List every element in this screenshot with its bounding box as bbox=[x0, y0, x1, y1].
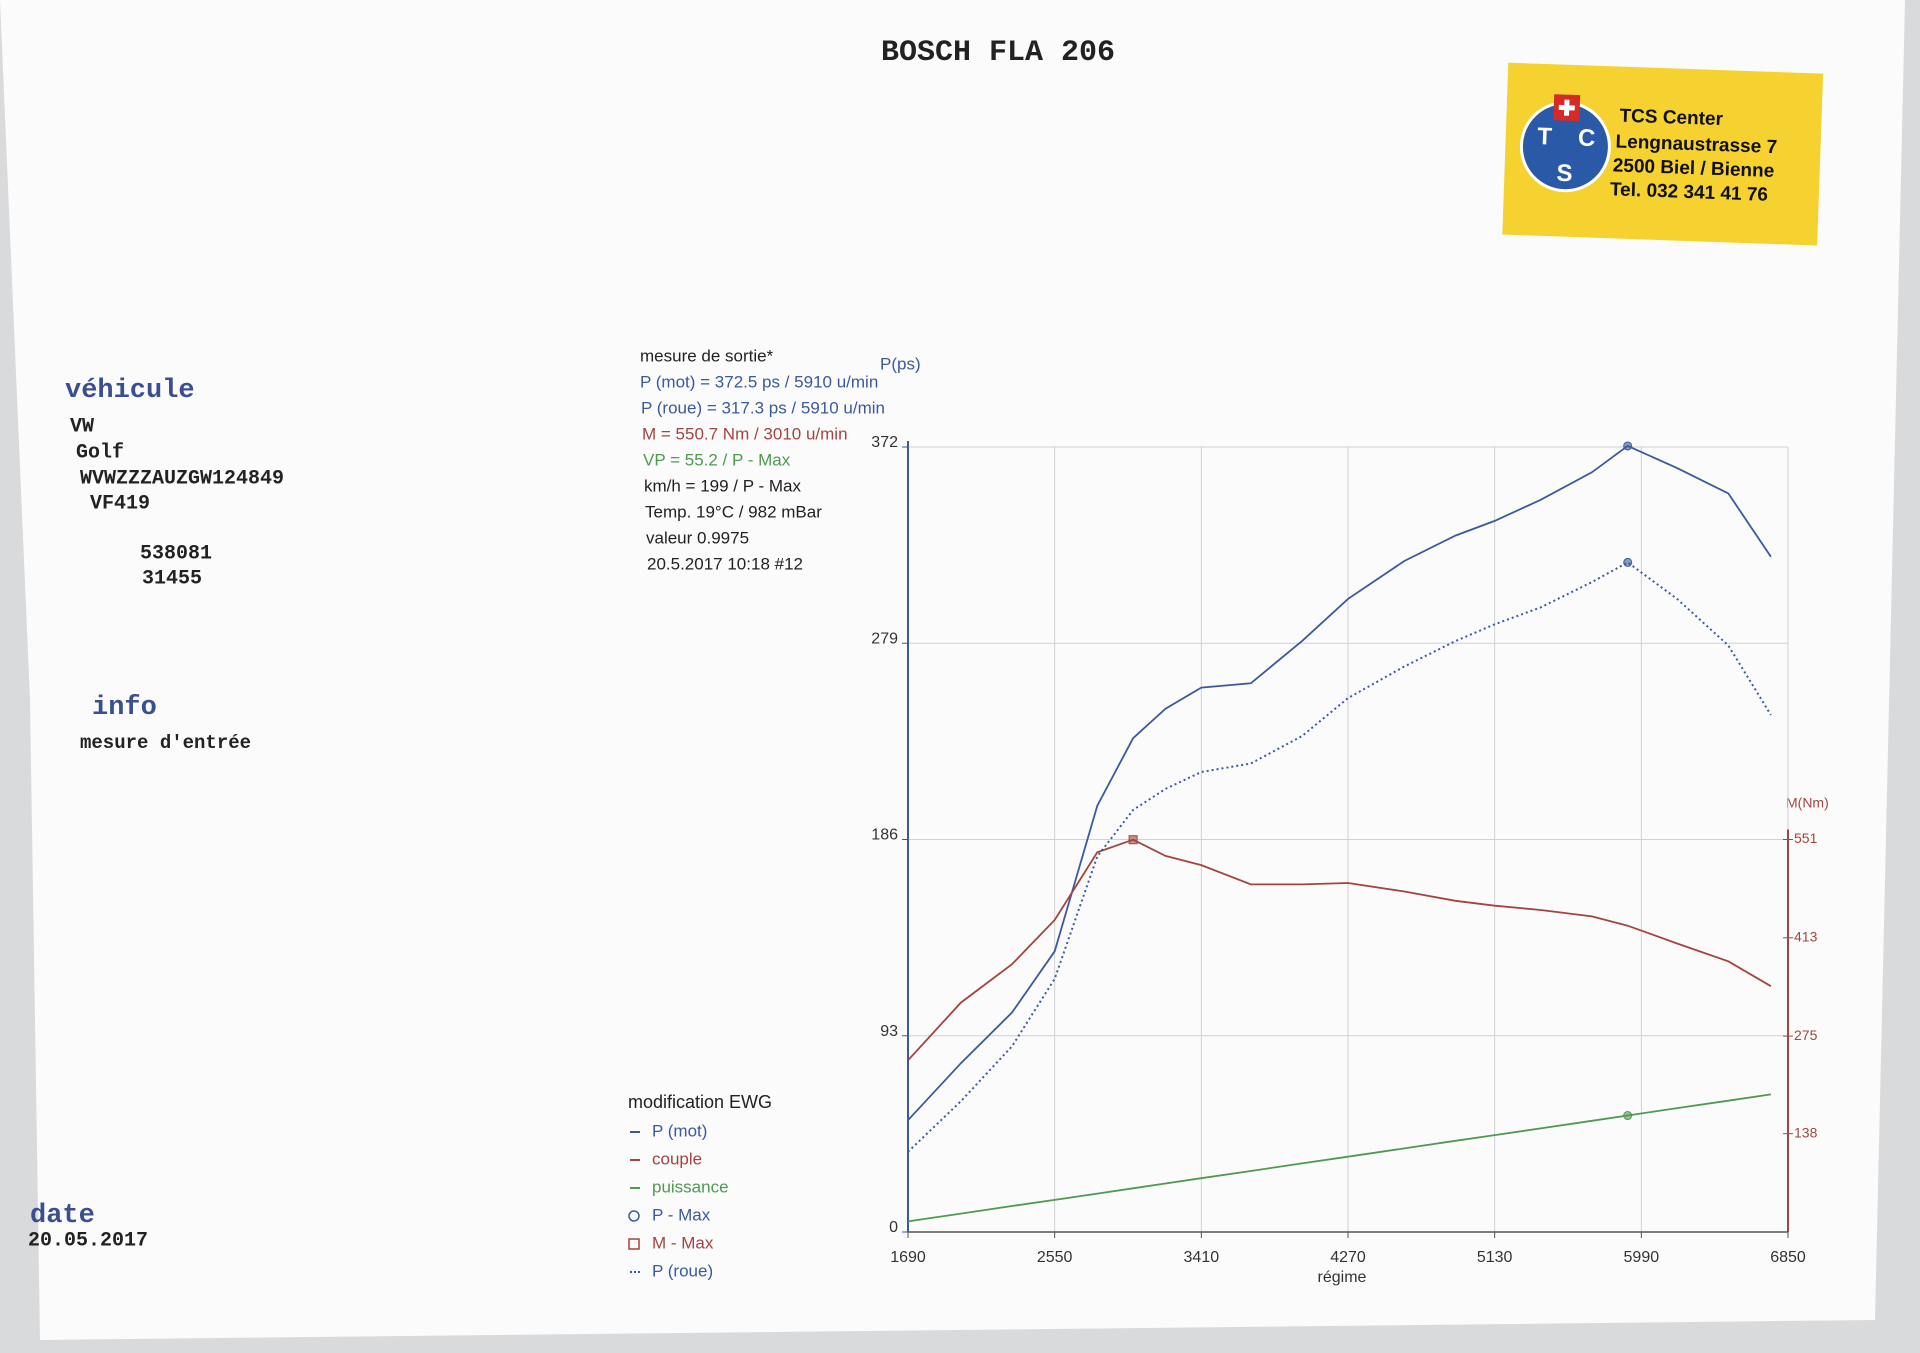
series-line bbox=[907, 838, 1772, 1061]
y-tick-label: 186 bbox=[871, 827, 898, 844]
legend-label: puissance bbox=[652, 1177, 729, 1196]
readout-line: Temp. 19°C / 982 mBar bbox=[645, 502, 822, 521]
readout-line: 20.5.2017 10:18 #12 bbox=[647, 554, 803, 573]
y-tick-label: 93 bbox=[880, 1023, 898, 1040]
x-tick-label: 6850 bbox=[1770, 1249, 1806, 1266]
x-axis-label: régime bbox=[1318, 1269, 1367, 1286]
y2-tick-label: 413 bbox=[1794, 929, 1818, 945]
section-heading: date bbox=[30, 1201, 95, 1231]
badge: T C S TCS Center Lengnaustrasse 7 2500 B… bbox=[1502, 62, 1824, 246]
legend-symbol bbox=[628, 1238, 640, 1250]
readout-line: km/h = 199 / P - Max bbox=[644, 476, 802, 495]
legend-title: modification EWG bbox=[628, 1092, 772, 1112]
y-tick-label: 0 bbox=[889, 1219, 898, 1236]
y2-tick-label: 551 bbox=[1794, 830, 1818, 846]
section-heading: véhicule bbox=[65, 376, 195, 406]
readout-line: valeur 0.9975 bbox=[646, 528, 749, 547]
legend-label: P (roue) bbox=[652, 1261, 713, 1280]
max-marker bbox=[1623, 441, 1633, 451]
vehicle-line: VF419 bbox=[90, 492, 150, 515]
y-axis-label: P(ps) bbox=[880, 354, 921, 373]
vehicle-line: WVWZZZAUZGW124849 bbox=[80, 467, 284, 490]
x-tick-label: 4270 bbox=[1330, 1249, 1366, 1266]
logo-cross bbox=[1558, 99, 1575, 116]
max-marker bbox=[1128, 835, 1138, 845]
readout-line: P (mot) = 372.5 ps / 5910 u/min bbox=[640, 372, 878, 391]
legend-symbol bbox=[628, 1210, 640, 1222]
section-heading: info bbox=[92, 693, 157, 723]
vehicle-line: Golf bbox=[76, 441, 124, 464]
y-tick-label: 279 bbox=[871, 630, 898, 647]
legend-label: M - Max bbox=[652, 1233, 714, 1252]
readout-line: VP = 55.2 / P - Max bbox=[643, 450, 791, 469]
x-tick-label: 3410 bbox=[1184, 1249, 1220, 1266]
title: BOSCH FLA 206 bbox=[881, 36, 1115, 70]
y2-tick-label: 275 bbox=[1794, 1027, 1818, 1043]
readout-title: mesure de sortie* bbox=[640, 346, 774, 365]
x-tick-label: 1690 bbox=[890, 1249, 926, 1266]
y-tick-label: 372 bbox=[871, 434, 898, 451]
y2-tick-label: 138 bbox=[1794, 1124, 1818, 1140]
info-line: mesure d'entrée bbox=[80, 732, 251, 754]
series-line bbox=[907, 1093, 1772, 1223]
max-marker bbox=[1623, 1111, 1633, 1121]
max-marker bbox=[1623, 557, 1633, 567]
badge-line: TCS Center bbox=[1619, 106, 1724, 131]
vehicle-line: VW bbox=[70, 415, 94, 438]
logo-letter: C bbox=[1578, 124, 1596, 152]
logo-letter: S bbox=[1556, 160, 1573, 188]
x-tick-label: 5990 bbox=[1624, 1249, 1660, 1266]
x-tick-label: 5130 bbox=[1477, 1249, 1513, 1266]
legend-label: P - Max bbox=[652, 1205, 711, 1224]
readout-line: P (roue) = 317.3 ps / 5910 u/min bbox=[641, 398, 885, 417]
legend-label: couple bbox=[652, 1149, 702, 1168]
logo-letter: T bbox=[1537, 123, 1553, 151]
x-tick-label: 2550 bbox=[1037, 1249, 1073, 1266]
date-value: 20.05.2017 bbox=[28, 1229, 148, 1252]
vehicle-line: 31455 bbox=[142, 567, 202, 590]
readout-line: M = 550.7 Nm / 3010 u/min bbox=[642, 424, 848, 443]
y2-axis-label: M(Nm) bbox=[1786, 795, 1829, 811]
vehicle-line: 538081 bbox=[140, 542, 212, 565]
legend-label: P (mot) bbox=[652, 1121, 707, 1140]
series-line bbox=[907, 444, 1772, 1121]
